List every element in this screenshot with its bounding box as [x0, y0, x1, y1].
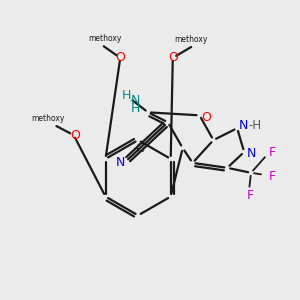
Text: N: N: [130, 94, 140, 107]
Text: O: O: [168, 51, 178, 64]
Text: O: O: [202, 111, 212, 124]
Text: methoxy: methoxy: [174, 34, 207, 43]
Text: N: N: [116, 156, 125, 170]
Text: N: N: [246, 148, 256, 160]
Text: H: H: [130, 102, 140, 115]
Text: -H: -H: [248, 119, 262, 132]
Text: N: N: [238, 119, 248, 132]
Text: O: O: [115, 51, 125, 64]
Text: methoxy: methoxy: [31, 114, 64, 123]
Text: F: F: [268, 146, 275, 160]
Text: O: O: [70, 129, 80, 142]
Text: F: F: [268, 170, 275, 183]
Text: methoxy: methoxy: [89, 34, 122, 43]
Text: F: F: [247, 189, 254, 202]
Text: C: C: [136, 142, 145, 154]
Text: H: H: [122, 89, 131, 102]
